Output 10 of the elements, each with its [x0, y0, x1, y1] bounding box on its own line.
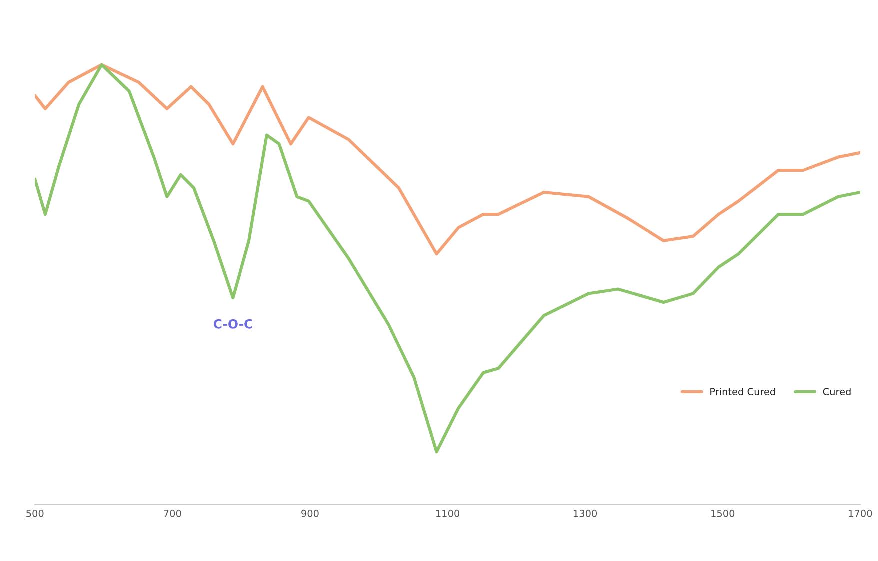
x-tick-label: 700 — [164, 510, 182, 518]
x-tick-label: 1700 — [849, 510, 872, 518]
legend-label: Cured — [823, 388, 851, 396]
x-tick-label: 900 — [302, 510, 319, 518]
x-tick-label: 1500 — [712, 510, 735, 518]
x-tick-label: 1300 — [574, 510, 598, 518]
x-tick-label: 500 — [26, 510, 44, 518]
x-tick-label: 1100 — [436, 510, 460, 518]
legend-label: Printed Cured — [710, 388, 776, 396]
annotation: C-O-C — [214, 319, 252, 329]
